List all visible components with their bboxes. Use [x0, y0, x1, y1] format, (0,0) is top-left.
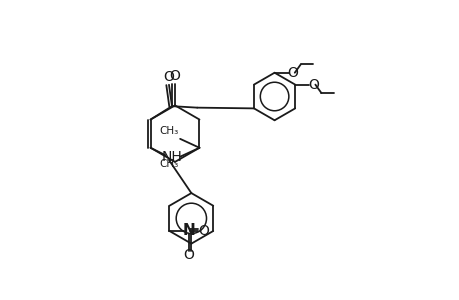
Text: O: O	[169, 69, 180, 83]
Text: CH₃: CH₃	[159, 127, 178, 136]
Text: O: O	[307, 78, 318, 92]
Text: NH: NH	[161, 150, 182, 164]
Text: O: O	[183, 248, 194, 262]
Text: O: O	[287, 66, 297, 80]
Text: O: O	[163, 70, 174, 84]
Text: CH₃: CH₃	[159, 159, 178, 169]
Text: N: N	[182, 224, 195, 238]
Text: O: O	[198, 224, 209, 238]
